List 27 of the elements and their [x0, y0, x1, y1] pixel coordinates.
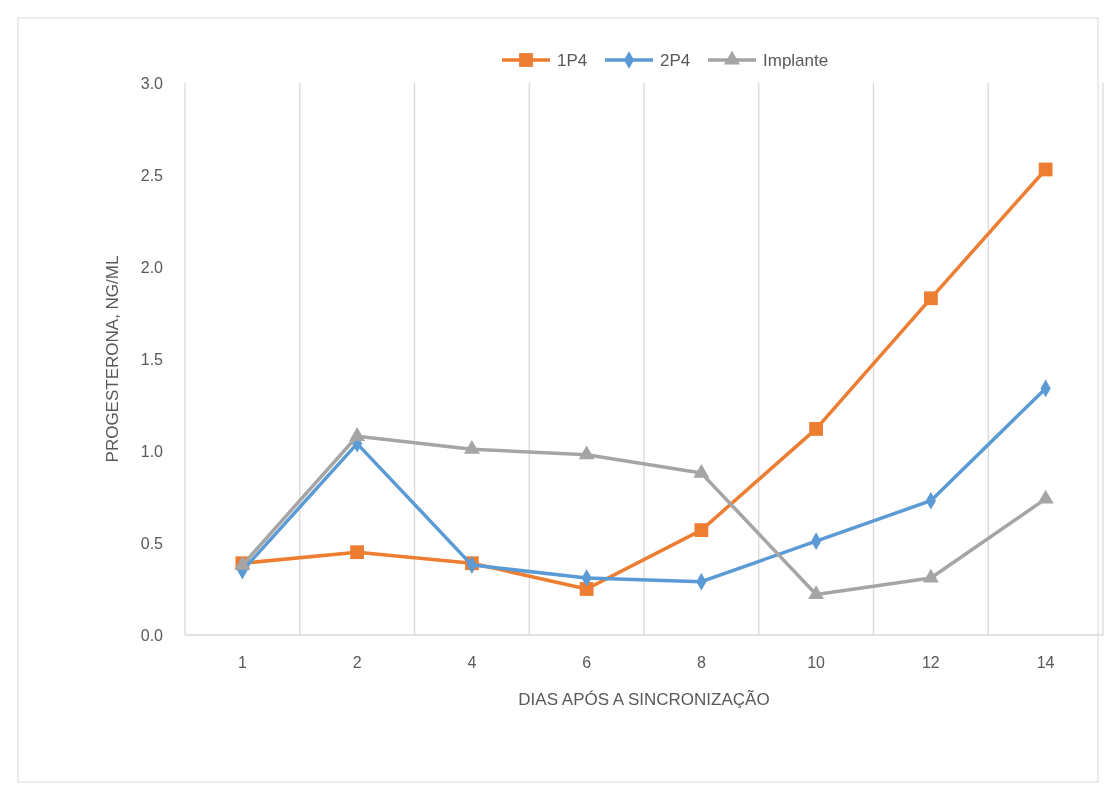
- y-axis-title: PROGESTERONA, NG/ML: [103, 255, 122, 463]
- y-tick-label: 1.0: [140, 442, 164, 460]
- y-tick-label: 2.0: [140, 258, 164, 276]
- y-tick-label: 3.0: [140, 74, 164, 92]
- legend-label: 1P4: [557, 50, 588, 70]
- x-tick-label: 10: [807, 654, 826, 671]
- x-tick-label: 1: [237, 654, 247, 671]
- y-tick-label: 2.5: [140, 166, 164, 184]
- y-tick-label: 0.5: [140, 534, 164, 552]
- x-tick-label: 2: [352, 654, 362, 671]
- y-tick-label: 0.0: [140, 626, 164, 644]
- legend-label: 2P4: [660, 50, 691, 70]
- legend-label: Implante: [763, 50, 829, 70]
- x-tick-label: 14: [1036, 654, 1055, 671]
- x-tick-label: 6: [582, 654, 592, 671]
- point: [579, 582, 594, 596]
- point: [923, 291, 938, 306]
- x-tick-label: 12: [921, 654, 940, 671]
- point: [1038, 162, 1053, 177]
- point: [808, 585, 825, 600]
- y-tick-label: 1.5: [140, 350, 164, 368]
- point: [694, 523, 709, 538]
- x-tick-label: 4: [467, 654, 477, 671]
- point: [809, 422, 824, 436]
- x-tick-label: 8: [696, 654, 706, 671]
- point: [350, 545, 365, 560]
- x-axis-title: DIAS APÓS A SINCRONIZAÇÃO: [518, 690, 770, 709]
